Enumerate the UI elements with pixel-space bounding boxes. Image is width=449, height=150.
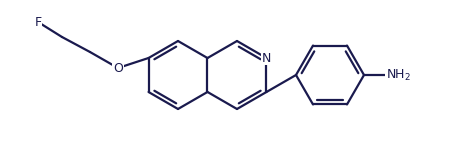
Text: F: F: [35, 15, 42, 28]
Text: NH$_2$: NH$_2$: [386, 68, 411, 82]
Text: O: O: [113, 61, 123, 75]
Text: N: N: [262, 51, 271, 64]
